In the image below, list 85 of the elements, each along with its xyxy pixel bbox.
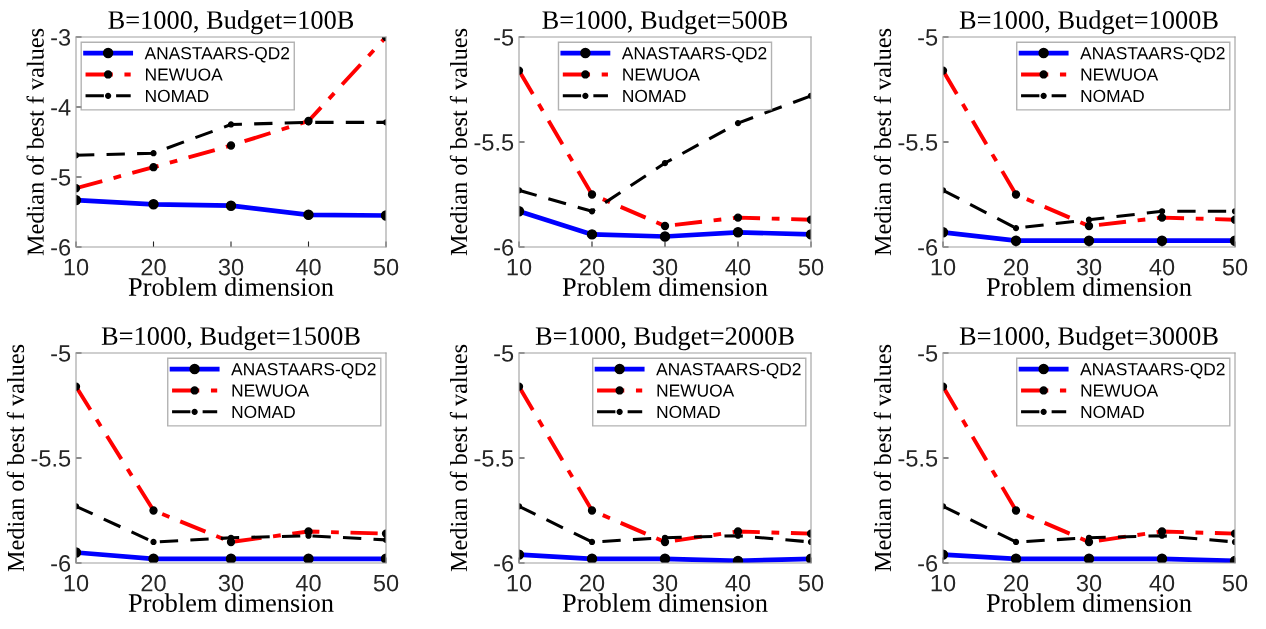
legend-label: ANASTAARS-QD2	[144, 47, 290, 63]
y-tick-label: -3	[51, 29, 71, 46]
y-tick-label: -5	[494, 29, 514, 46]
y-tick-label: -5.5	[31, 450, 71, 467]
x-tick-label: 50	[373, 574, 399, 592]
chart-title: B=1000, Budget=3000B	[959, 326, 1218, 351]
x-axis-title: Problem dimension	[986, 593, 1192, 612]
x-tick-label: 30	[218, 574, 244, 592]
y-tick-label: -6	[494, 239, 514, 256]
y-axis-title: Median of best f values	[6, 344, 25, 572]
y-tick-label: -6	[51, 239, 71, 256]
x-tick-label: 10	[931, 574, 956, 592]
x-tick-label: 50	[373, 258, 399, 276]
legend-label: NEWUOA	[623, 68, 700, 81]
x-tick-label: 30	[218, 258, 244, 276]
y-tick-label: -5	[494, 345, 514, 362]
legend-label: NOMAD	[623, 89, 686, 103]
x-axis-title: Problem dimension	[128, 277, 334, 296]
x-axis-title: Problem dimension	[986, 277, 1192, 296]
x-tick-label: 40	[725, 574, 751, 592]
x-tick-label: 50	[798, 258, 824, 276]
legend-label: NEWUOA	[1081, 68, 1159, 81]
y-tick-label: -6	[918, 239, 938, 256]
x-tick-label: 10	[931, 258, 956, 276]
x-tick-label: 50	[798, 574, 824, 592]
x-tick-label: 20	[580, 258, 605, 276]
x-axis-title: Problem dimension	[128, 593, 334, 612]
x-tick-label: 20	[141, 258, 166, 276]
legend-label: ANASTAARS-QD2	[1080, 363, 1225, 379]
y-axis-title: Median of best f values	[449, 28, 468, 256]
x-tick-label: 10	[507, 258, 532, 276]
legend-label: NEWUOA	[146, 68, 223, 81]
x-tick-label: 40	[295, 258, 321, 276]
legend-label: NOMAD	[232, 405, 295, 419]
legend-label: ANASTAARS-QD2	[621, 47, 767, 63]
x-tick-label: 10	[64, 574, 89, 592]
legend-label: NEWUOA	[1081, 384, 1159, 397]
chart-title: B=1000, Budget=2000B	[535, 326, 794, 351]
x-tick-label: 30	[652, 258, 678, 276]
legend-label: ANASTAARS-QD2	[656, 363, 801, 379]
y-tick-label: -5.5	[898, 450, 938, 467]
x-tick-label: 30	[1076, 574, 1102, 592]
legend-label: ANASTAARS-QD2	[231, 363, 376, 379]
x-tick-label: 20	[1004, 574, 1029, 592]
x-tick-label: 20	[141, 574, 166, 592]
legend-label: NOMAD	[1081, 405, 1144, 419]
x-axis-title: Problem dimension	[562, 277, 768, 296]
y-axis-title: Median of best f values	[449, 344, 468, 572]
y-tick-label: -4	[51, 99, 71, 116]
legend-label: NEWUOA	[657, 384, 735, 397]
legend-label: ANASTAARS-QD2	[1080, 47, 1225, 63]
y-tick-label: -5	[918, 345, 938, 362]
y-axis-title: Median of best f values	[873, 28, 892, 256]
y-tick-label: -5	[51, 169, 71, 186]
chart-title: B=1000, Budget=100B	[108, 10, 354, 35]
y-tick-label: -5	[51, 345, 71, 362]
y-tick-label: -6	[51, 555, 71, 572]
x-tick-label: 10	[507, 574, 532, 592]
y-tick-label: -5.5	[898, 134, 938, 151]
x-tick-label: 40	[1149, 574, 1175, 592]
x-tick-label: 50	[1222, 258, 1248, 276]
chart-title: B=1000, Budget=1500B	[101, 326, 360, 351]
y-axis-title: Median of best f values	[26, 28, 44, 256]
y-tick-label: -6	[918, 555, 938, 572]
x-tick-label: 30	[1076, 258, 1102, 276]
x-tick-label: 40	[725, 258, 751, 276]
legend-label: NEWUOA	[232, 384, 310, 397]
x-tick-label: 50	[1222, 574, 1248, 592]
y-tick-label: -5	[918, 29, 938, 46]
legend-label: NOMAD	[657, 405, 720, 419]
x-tick-label: 10	[64, 258, 89, 276]
y-tick-label: -5.5	[474, 450, 514, 467]
y-axis-title: Median of best f values	[873, 344, 892, 572]
x-tick-label: 20	[580, 574, 605, 592]
y-tick-label: -5.5	[474, 134, 514, 151]
chart-title: B=1000, Budget=1000B	[959, 10, 1218, 35]
chart-title: B=1000, Budget=500B	[542, 10, 788, 35]
x-tick-label: 40	[1149, 258, 1175, 276]
y-tick-label: -6	[494, 555, 514, 572]
x-tick-label: 40	[295, 574, 321, 592]
x-tick-label: 30	[652, 574, 678, 592]
x-axis-title: Problem dimension	[562, 593, 768, 612]
legend-label: NOMAD	[1081, 89, 1144, 103]
x-tick-label: 20	[1004, 258, 1029, 276]
legend-label: NOMAD	[146, 89, 209, 103]
